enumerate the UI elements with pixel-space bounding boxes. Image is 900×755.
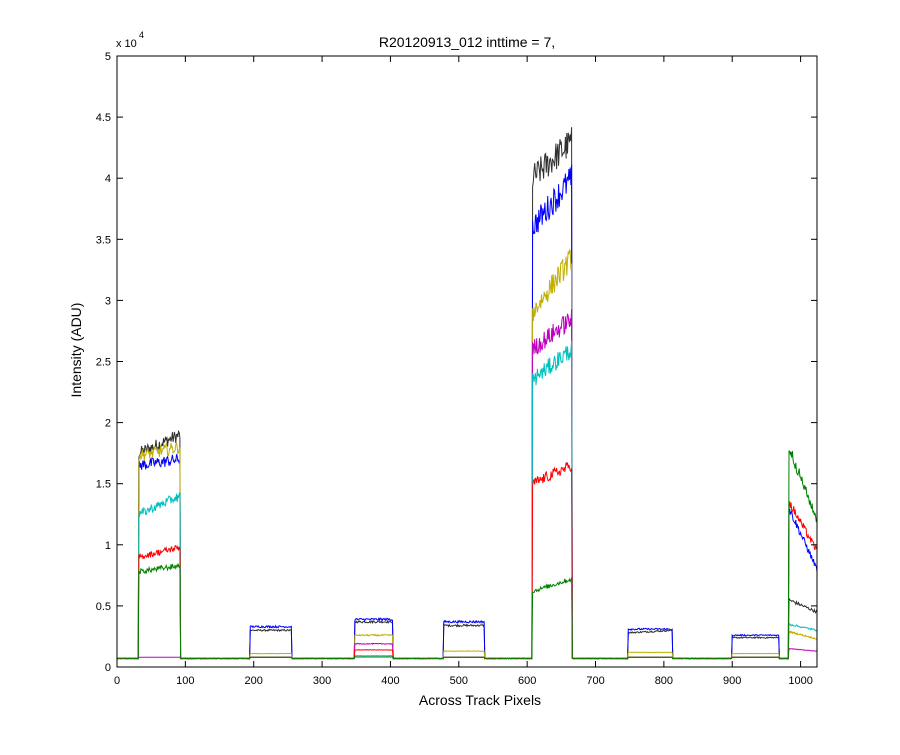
y-tick-label: 2.5 <box>96 357 111 369</box>
series-layer <box>116 127 818 660</box>
x-tick-label: 800 <box>655 675 673 687</box>
y-tick-label: 2 <box>105 418 111 430</box>
y-tick-label: 5 <box>105 51 111 63</box>
x-tick-label: 1000 <box>788 675 812 687</box>
plot-area <box>117 56 817 667</box>
series-line-7 <box>116 450 818 660</box>
y-tick-label: 4.5 <box>96 112 111 124</box>
y-tick-label: 0 <box>105 662 111 674</box>
x-tick-label: 100 <box>176 675 194 687</box>
y-tick-label: 1.5 <box>96 479 111 491</box>
x-tick-label: 900 <box>723 675 741 687</box>
x-tick-label: 0 <box>114 675 120 687</box>
x-tick-label: 400 <box>381 675 399 687</box>
x-tick-label: 500 <box>450 675 468 687</box>
y-tick-label: 3 <box>105 295 111 307</box>
y-tick-label: 1 <box>105 540 111 552</box>
x-tick-label: 600 <box>518 675 536 687</box>
chart-title: R20120913_012 inttime = 7, <box>379 34 555 50</box>
y-axis-label: Intensity (ADU) <box>68 303 84 398</box>
y-tick-label: 3.5 <box>96 234 111 246</box>
y-tick-label: 0.5 <box>96 601 111 613</box>
x-tick-label: 200 <box>245 675 263 687</box>
tick-layer: 0 100 200 300 400 500 600 700 800 900 1000 0 0.5 1 1.5… <box>96 51 817 687</box>
y-tick-label: 4 <box>105 173 111 185</box>
y-exponent-power: 4 <box>139 30 144 40</box>
x-tick-label: 300 <box>313 675 331 687</box>
x-axis-label: Across Track Pixels <box>419 692 541 708</box>
y-exponent-base: x 10 <box>116 38 137 50</box>
x-tick-label: 700 <box>586 675 604 687</box>
